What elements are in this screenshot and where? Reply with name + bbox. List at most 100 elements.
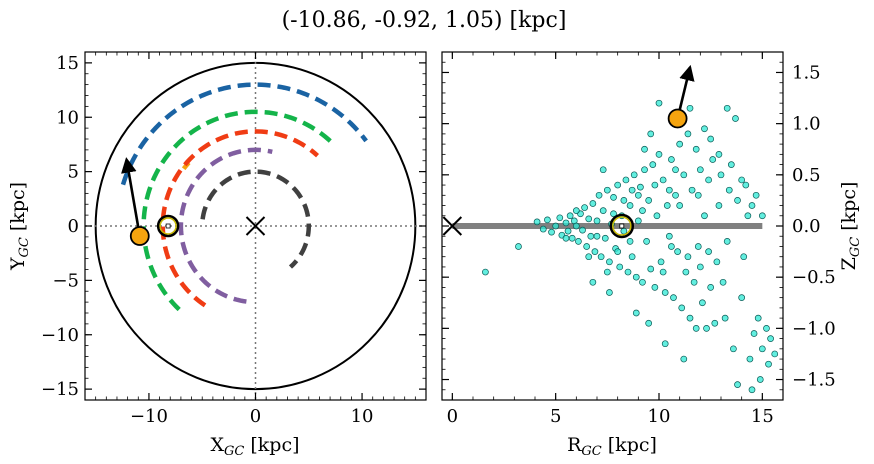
star-point bbox=[734, 197, 741, 204]
star-point bbox=[610, 193, 617, 201]
star-point bbox=[707, 135, 715, 143]
star-point bbox=[655, 99, 663, 107]
star-point bbox=[628, 186, 636, 194]
star-point bbox=[715, 151, 723, 158]
star-point bbox=[548, 228, 555, 236]
star-point bbox=[651, 181, 659, 189]
galactic-center-marker bbox=[245, 216, 266, 236]
star-point bbox=[601, 234, 609, 242]
star-point bbox=[639, 207, 646, 214]
star-point bbox=[583, 243, 591, 250]
star-point bbox=[659, 268, 667, 276]
star-point bbox=[682, 268, 690, 276]
star-point bbox=[725, 186, 733, 194]
star-point bbox=[603, 186, 611, 194]
star-point bbox=[589, 278, 597, 286]
sun-marker-ring bbox=[159, 217, 177, 235]
star-point bbox=[556, 214, 564, 222]
star-point bbox=[614, 181, 622, 189]
star-point bbox=[637, 183, 644, 191]
spiral-arm-1 bbox=[120, 82, 368, 186]
star-point bbox=[688, 186, 696, 194]
galactic-center-marker bbox=[442, 216, 463, 236]
star-point bbox=[750, 330, 758, 337]
star-point bbox=[568, 234, 576, 242]
star-point bbox=[610, 210, 617, 218]
right-xtick-label: 0 bbox=[447, 406, 458, 427]
star-point bbox=[515, 243, 522, 250]
figure-title: (-10.86, -0.92, 1.05) [kpc] bbox=[282, 8, 567, 33]
star-point bbox=[591, 248, 599, 255]
right-panel: 0 5 10 15 −1.5 −1.0 −0.5 0.0 0.5 1.0 1.5 RGC [kpc]… bbox=[441, 51, 863, 459]
star-point bbox=[694, 243, 702, 250]
star-point bbox=[593, 232, 601, 240]
star-point bbox=[626, 202, 634, 209]
left-ytick-label: 0 bbox=[68, 216, 79, 237]
star-point bbox=[672, 191, 679, 199]
right-ytick-label: 1.5 bbox=[792, 62, 821, 83]
left-panel: −10 0 10 −15 −10 −5 0 5 10 15 XGC [kpc] YGC [kpc] bbox=[7, 51, 427, 459]
star-point bbox=[676, 202, 684, 209]
star-point bbox=[639, 278, 646, 286]
star-point bbox=[684, 253, 692, 261]
left-xtick-label: −10 bbox=[130, 406, 168, 427]
star-point bbox=[684, 130, 692, 138]
star-point bbox=[655, 151, 663, 158]
star-point bbox=[692, 145, 700, 153]
star-point bbox=[533, 218, 541, 226]
star-point bbox=[632, 309, 640, 317]
star-point bbox=[589, 200, 597, 207]
sun-marker-ring bbox=[612, 216, 632, 236]
velocity-arrow bbox=[121, 157, 142, 237]
star-point bbox=[680, 355, 688, 363]
right-xtick-label: 10 bbox=[648, 406, 671, 427]
star-point bbox=[723, 104, 731, 112]
star-point bbox=[641, 166, 648, 174]
star-point bbox=[678, 304, 686, 312]
star-point bbox=[758, 212, 766, 220]
star-point bbox=[645, 197, 653, 204]
star-point bbox=[694, 191, 702, 199]
star-point bbox=[727, 161, 735, 168]
star-point bbox=[723, 238, 731, 245]
star-point bbox=[754, 314, 762, 322]
star-point bbox=[674, 248, 681, 255]
star-point bbox=[593, 217, 601, 225]
star-point bbox=[597, 253, 605, 261]
star-point bbox=[661, 340, 669, 348]
star-point bbox=[763, 325, 770, 332]
left-ytick-label: −10 bbox=[41, 325, 79, 346]
left-xtick-label: 10 bbox=[351, 406, 374, 427]
star-point bbox=[758, 345, 766, 353]
star-point bbox=[701, 125, 708, 133]
right-ytick-label: −1.0 bbox=[792, 318, 836, 339]
star-point bbox=[756, 376, 764, 383]
star-point bbox=[482, 268, 489, 276]
star-point bbox=[661, 289, 669, 296]
star-point bbox=[622, 176, 630, 184]
star-point bbox=[767, 335, 774, 342]
star-point bbox=[599, 207, 607, 214]
star-point bbox=[771, 350, 779, 358]
star-point bbox=[740, 253, 748, 261]
left-ylabel: YGC [kpc] bbox=[7, 182, 32, 271]
star-point bbox=[663, 202, 671, 209]
star-point bbox=[692, 325, 700, 332]
star-point bbox=[668, 156, 675, 163]
star-point bbox=[579, 226, 586, 234]
left-ytick-label: 15 bbox=[56, 53, 79, 74]
right-xlabel: RGC [kpc] bbox=[567, 434, 657, 459]
star-point bbox=[566, 212, 574, 220]
right-plot-area bbox=[442, 64, 779, 394]
star-point bbox=[732, 115, 739, 122]
star-point bbox=[717, 171, 725, 179]
star-point bbox=[742, 181, 750, 189]
star-point bbox=[701, 212, 708, 220]
star-point bbox=[620, 197, 628, 204]
star-point bbox=[713, 258, 721, 266]
right-ytick-label: 0.0 bbox=[792, 216, 821, 237]
right-xtick-label: 5 bbox=[550, 406, 561, 427]
left-ytick-label: −5 bbox=[52, 270, 79, 291]
left-ytick-label: 10 bbox=[56, 107, 79, 128]
star-point bbox=[606, 258, 613, 266]
